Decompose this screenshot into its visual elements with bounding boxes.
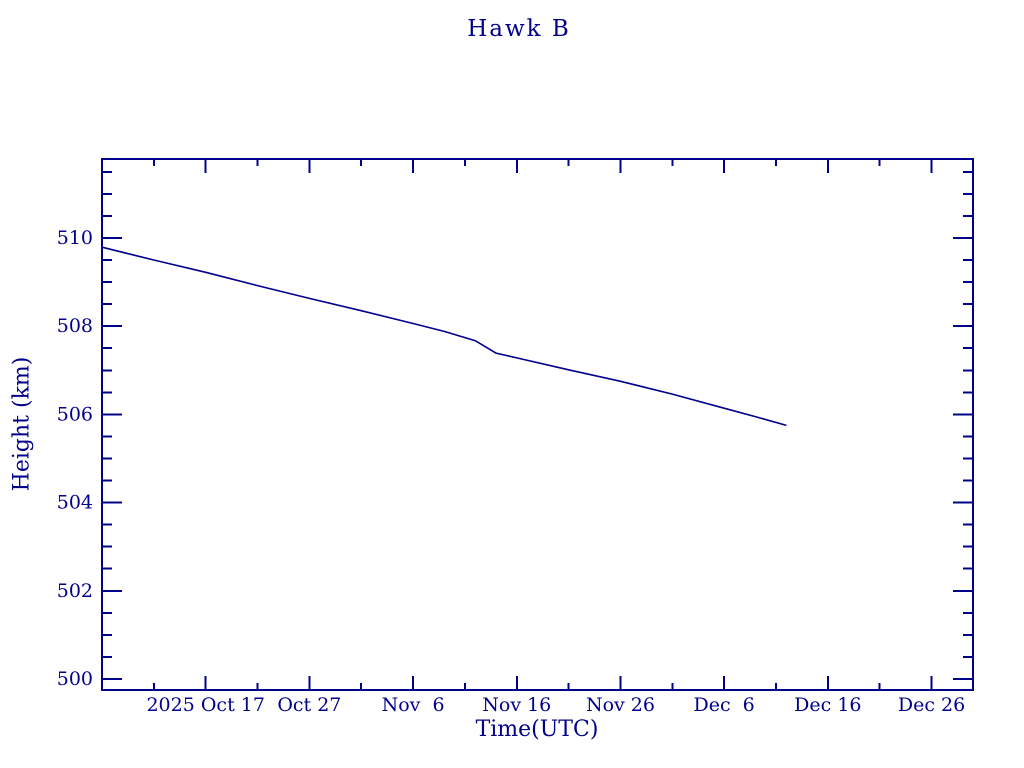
y-tick-label: 508 <box>57 315 93 337</box>
x-tick-label: Nov 26 <box>586 694 655 716</box>
x-tick-label: Oct 27 <box>277 694 341 716</box>
x-tick-label: Dec 6 <box>693 694 754 716</box>
y-tick-label: 502 <box>57 580 93 602</box>
x-tick-label: Nov 16 <box>482 694 551 716</box>
y-tick-label: 506 <box>57 403 93 425</box>
y-axis-title: Height (km) <box>9 356 35 492</box>
x-tick-label: Dec 26 <box>898 694 965 716</box>
x-tick-label: 2025 Oct 17 <box>146 694 264 716</box>
y-tick-label: 500 <box>57 668 93 690</box>
y-tick-label: 504 <box>57 492 93 514</box>
plot-border <box>101 158 974 691</box>
data-series-line <box>101 246 787 427</box>
chart-title: Hawk B <box>467 16 571 42</box>
x-axis-title: Time(UTC) <box>475 717 599 742</box>
x-tick-label: Dec 16 <box>794 694 861 716</box>
x-tick-label: Nov 6 <box>382 694 445 716</box>
y-tick-label: 510 <box>57 227 93 249</box>
